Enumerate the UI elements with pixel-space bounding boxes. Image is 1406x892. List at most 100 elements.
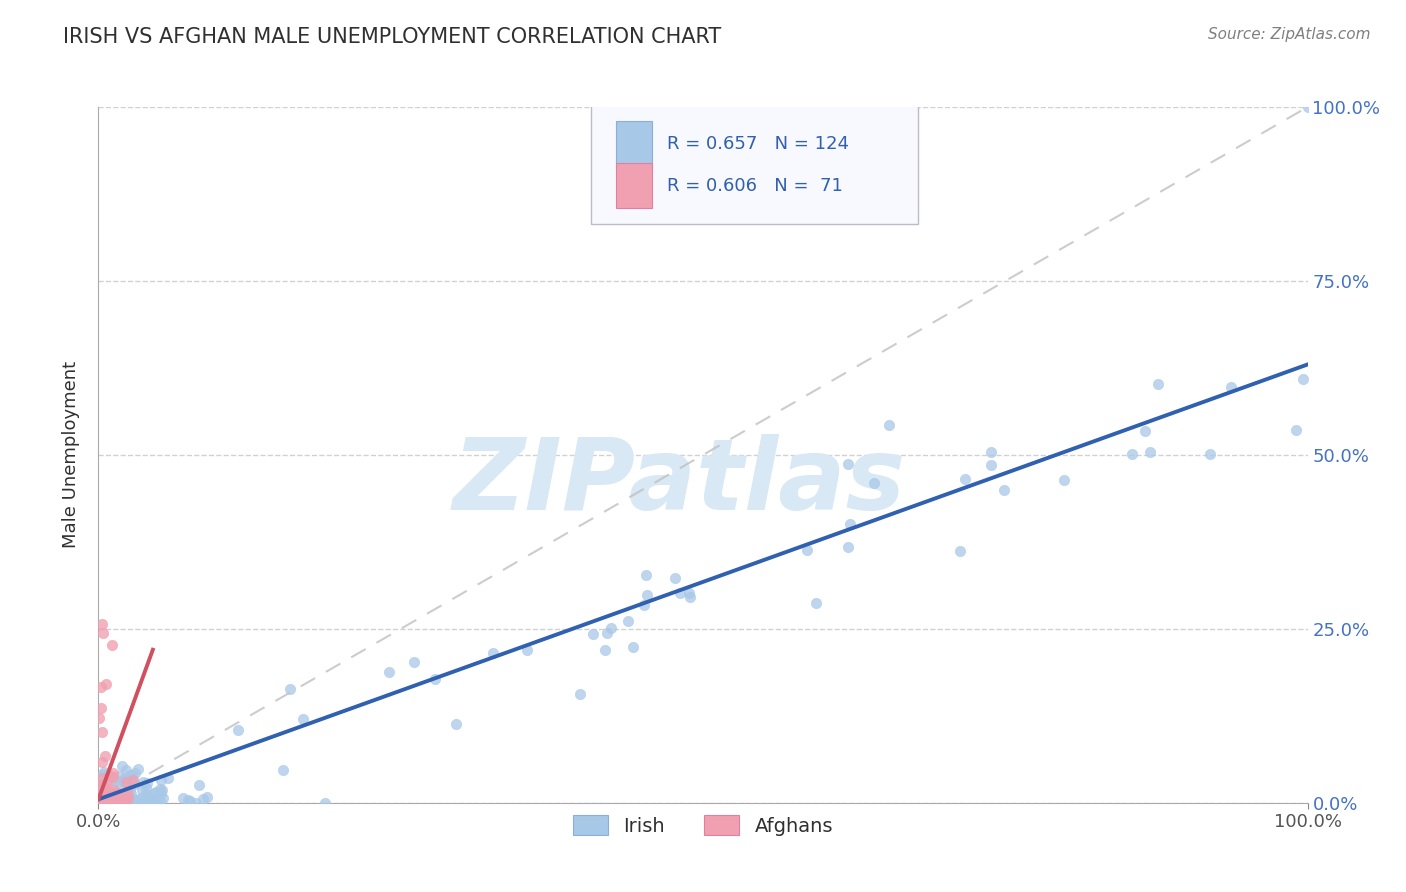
Point: [111, 774, 134, 789]
Text: IRISH VS AFGHAN MALE UNEMPLOYMENT CORRELATION CHART: IRISH VS AFGHAN MALE UNEMPLOYMENT CORREL…: [63, 27, 721, 46]
Point: [115, 775, 138, 789]
Point: [124, 766, 146, 780]
Point: [87, 795, 110, 809]
Point: [91, 755, 114, 769]
Point: [142, 791, 165, 805]
Point: [89, 792, 111, 806]
Point: [101, 770, 124, 784]
Point: [149, 773, 172, 788]
Point: [135, 791, 157, 805]
Point: [142, 786, 165, 800]
Point: [404, 656, 426, 670]
Point: [136, 776, 159, 790]
Point: [103, 783, 125, 797]
Point: [107, 774, 129, 789]
Point: [114, 772, 136, 786]
Point: [104, 796, 127, 810]
Bar: [616, 121, 652, 167]
Point: [107, 786, 129, 800]
Point: [226, 723, 249, 738]
Point: [100, 772, 122, 787]
Point: [90, 794, 112, 808]
Point: [100, 793, 122, 807]
Point: [149, 786, 172, 800]
Point: [114, 792, 136, 806]
Point: [93, 790, 115, 805]
Point: [271, 763, 294, 777]
Point: [90, 793, 112, 807]
Point: [157, 771, 180, 785]
Point: [599, 621, 621, 635]
Point: [135, 787, 157, 801]
Point: [516, 643, 538, 657]
Point: [131, 783, 153, 797]
Point: [91, 767, 114, 781]
Point: [96, 774, 118, 789]
Point: [135, 791, 157, 805]
Point: [90, 795, 112, 809]
Point: [143, 795, 166, 809]
Point: [122, 793, 145, 807]
Point: [117, 793, 139, 807]
Point: [152, 791, 174, 805]
Point: [93, 794, 115, 808]
Point: [91, 724, 114, 739]
Point: [127, 796, 149, 810]
Point: [679, 590, 702, 604]
Point: [993, 483, 1015, 498]
Point: [98, 796, 121, 810]
Point: [112, 789, 135, 803]
Point: [101, 791, 124, 805]
Point: [837, 458, 859, 472]
Point: [91, 793, 114, 807]
Point: [668, 586, 690, 600]
Point: [101, 789, 124, 803]
Point: [93, 788, 115, 802]
Point: [879, 418, 901, 433]
Point: [90, 786, 112, 800]
Point: [108, 795, 131, 809]
Point: [93, 783, 115, 797]
Point: [582, 627, 605, 641]
Point: [114, 784, 136, 798]
Point: [129, 790, 152, 805]
Point: [91, 792, 114, 806]
Point: [87, 785, 110, 799]
Point: [1296, 100, 1319, 114]
Point: [172, 791, 194, 805]
Point: [1121, 447, 1143, 461]
Point: [104, 796, 127, 810]
Point: [124, 777, 146, 791]
Point: [569, 687, 592, 701]
Point: [949, 544, 972, 558]
Point: [621, 640, 644, 654]
Point: [97, 785, 120, 799]
Point: [149, 794, 172, 808]
Point: [1219, 380, 1241, 394]
Point: [678, 586, 700, 600]
Point: [105, 796, 128, 810]
Text: R = 0.657   N = 124: R = 0.657 N = 124: [666, 135, 849, 153]
Point: [1199, 447, 1222, 461]
Point: [1284, 423, 1306, 437]
Point: [94, 789, 117, 804]
Point: [292, 712, 315, 726]
Point: [96, 790, 118, 805]
Point: [141, 791, 163, 805]
Point: [114, 793, 136, 807]
Point: [314, 796, 336, 810]
Point: [111, 796, 134, 810]
Point: [104, 774, 127, 789]
Point: [179, 794, 201, 808]
Point: [177, 793, 200, 807]
Point: [105, 792, 128, 806]
Point: [96, 795, 118, 809]
Point: [90, 792, 112, 806]
Point: [595, 643, 617, 657]
Point: [423, 673, 446, 687]
Point: [91, 794, 114, 808]
Point: [90, 790, 112, 805]
Point: [122, 791, 145, 805]
Point: [145, 785, 167, 799]
Point: [804, 596, 827, 610]
